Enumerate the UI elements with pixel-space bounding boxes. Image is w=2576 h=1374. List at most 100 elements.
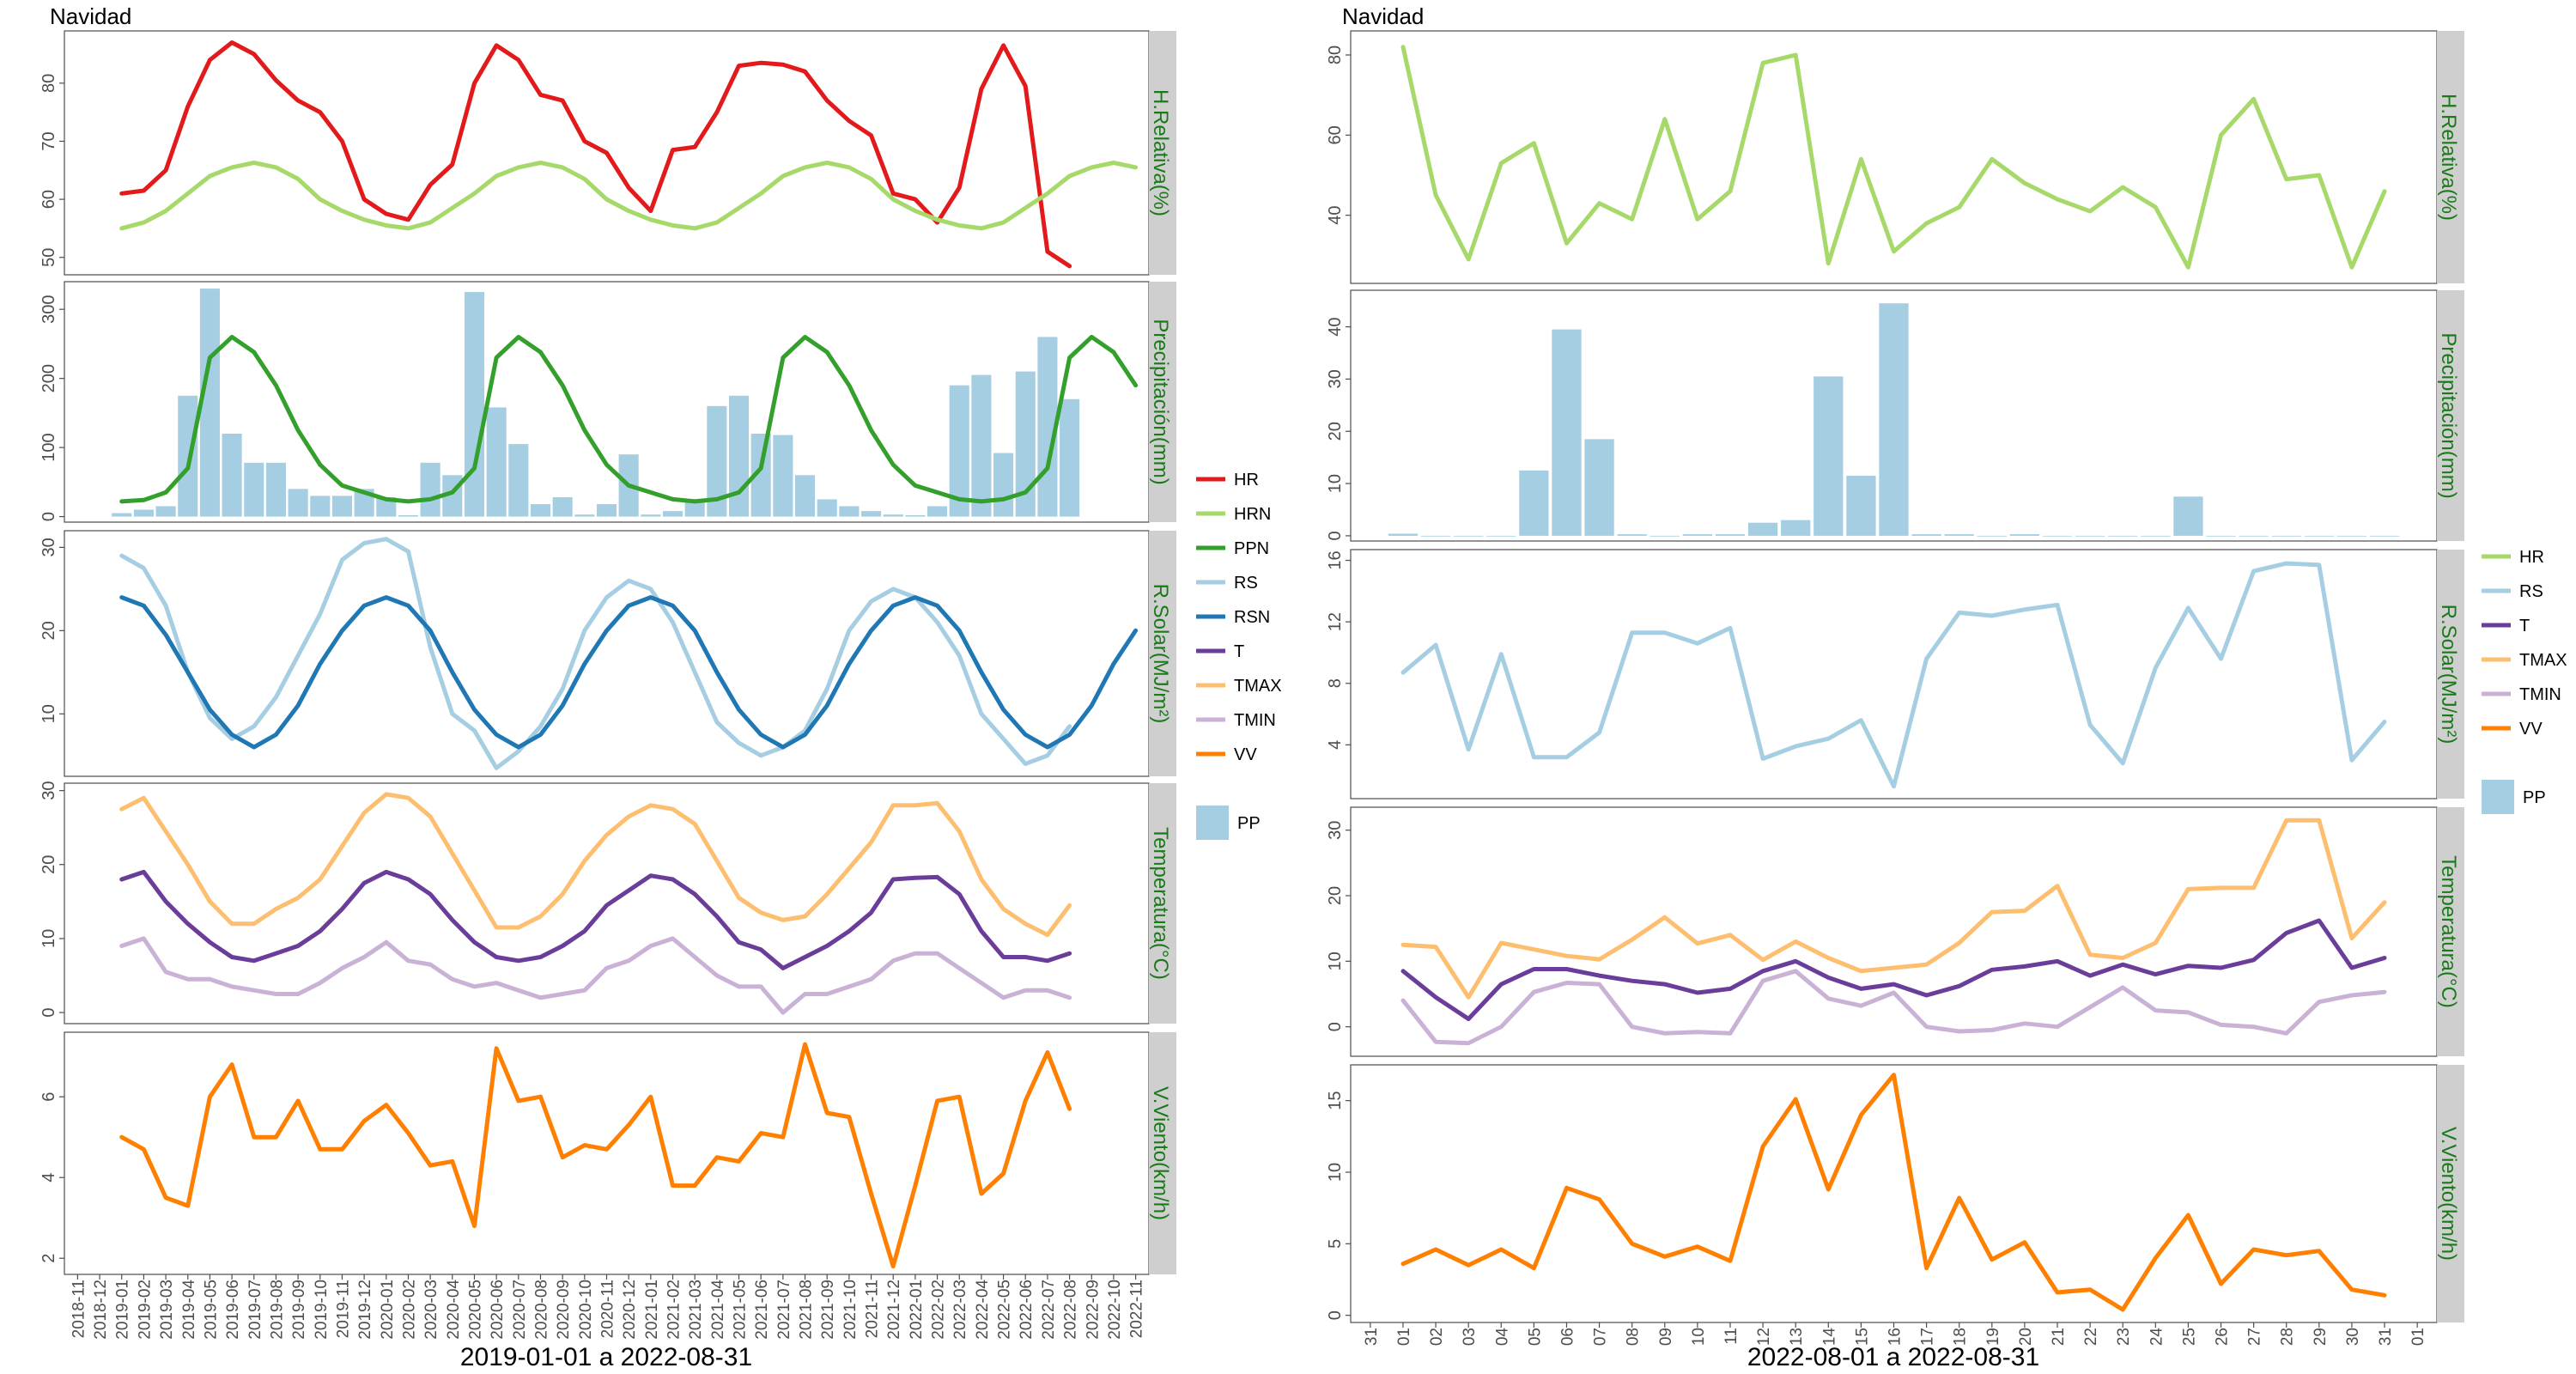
bar-PP xyxy=(641,514,661,517)
bar-PP xyxy=(133,509,154,517)
panel-1: 50 60 70 80 H.Relativa(%) xyxy=(39,30,1176,276)
bar-PP xyxy=(2271,535,2301,537)
bar-PP xyxy=(839,506,860,517)
x-tick-label: 2021-01 xyxy=(643,1280,661,1340)
bar-PP xyxy=(684,499,705,517)
bar-PP xyxy=(552,497,573,517)
bar-PP xyxy=(662,511,683,517)
bar-PP xyxy=(2336,535,2367,537)
panel-strip xyxy=(1149,783,1176,1024)
bar-PP xyxy=(265,462,286,517)
x-tick-label: 2020-05 xyxy=(466,1280,484,1340)
x-tick-label: 2022-01 xyxy=(908,1280,926,1340)
x-tick-label: 10 xyxy=(1690,1328,1708,1346)
panel-2: 0 100 200 300 Precipitación(mm) xyxy=(39,281,1176,523)
bar-PP xyxy=(222,434,242,517)
x-tick-label: 2021-05 xyxy=(732,1280,750,1340)
x-tick-label: 19 xyxy=(1984,1328,2002,1346)
bar-PP xyxy=(1649,535,1680,537)
bar-PP xyxy=(1814,376,1844,536)
x-tick-label: 2022-06 xyxy=(1018,1280,1036,1340)
x-tick-label: 17 xyxy=(1919,1328,1937,1346)
y-tick-label: 10 xyxy=(1326,1163,1345,1182)
x-tick-label: 2019-12 xyxy=(356,1280,374,1340)
bar-PP xyxy=(574,514,595,517)
legend-label-PP: PP xyxy=(1237,814,1261,833)
bar-PP xyxy=(2369,535,2400,537)
panel-strip-label: Precipitación(mm) xyxy=(2437,332,2460,498)
bar-PP xyxy=(1944,534,1974,536)
x-tick-label: 04 xyxy=(1493,1328,1511,1347)
panel-3: 4 8 12 16 R.Solar(MJ/m²) xyxy=(1326,549,2464,799)
x-axis-label: 2019-01-01 a 2022-08-31 xyxy=(460,1343,752,1371)
x-tick-label: 2019-05 xyxy=(202,1280,220,1340)
x-axis-label: 2022-08-01 a 2022-08-31 xyxy=(1747,1343,2039,1371)
legend-label-TMAX: TMAX xyxy=(2519,651,2567,670)
y-tick-label: 10 xyxy=(39,704,58,723)
series-line-T xyxy=(119,869,1072,970)
bar-PP xyxy=(508,444,529,517)
y-tick-label: 20 xyxy=(39,855,58,874)
bar-PP xyxy=(860,511,882,517)
series-line-RS xyxy=(1400,561,2387,789)
bar-PP xyxy=(949,385,969,517)
x-tick-label: 2020-01 xyxy=(379,1280,397,1340)
x-tick-label: 2019-08 xyxy=(268,1280,286,1340)
legend-label-HRN: HRN xyxy=(1234,505,1271,524)
bar-PP xyxy=(310,495,331,517)
panel-strip xyxy=(2437,807,2464,1056)
series-line-PPN xyxy=(119,334,1139,504)
bar-PP xyxy=(1682,534,1713,536)
x-tick-label: 2020-11 xyxy=(599,1280,617,1338)
y-tick-label: 80 xyxy=(39,74,58,93)
bar-PP xyxy=(1552,329,1582,536)
legend-label-PPN: PPN xyxy=(1234,539,1269,558)
legend-label-PP: PP xyxy=(2523,788,2546,807)
chart-title: Navidad xyxy=(50,3,131,29)
y-tick-label: 40 xyxy=(1326,317,1345,336)
bar-PP xyxy=(2173,496,2203,536)
legend-label-T: T xyxy=(2519,617,2530,635)
bar-PP xyxy=(112,513,132,517)
x-tick-label: 2022-03 xyxy=(951,1280,969,1340)
bar-PP xyxy=(2042,535,2073,537)
x-tick-label: 2019-10 xyxy=(313,1280,331,1340)
y-tick-label: 300 xyxy=(39,295,58,323)
legend-label-RSN: RSN xyxy=(1234,608,1270,627)
y-tick-label: 4 xyxy=(39,1173,58,1182)
x-tick-label: 09 xyxy=(1657,1328,1675,1346)
y-tick-label: 80 xyxy=(1326,46,1345,64)
x-tick-label: 25 xyxy=(2180,1328,2198,1346)
series-line-TMAX xyxy=(1400,818,2387,1000)
bar-PP xyxy=(2239,535,2269,537)
x-tick-label: 2020-02 xyxy=(400,1280,418,1340)
chart-left: Navidad50607080H.Relativa(%)0100200300Pr… xyxy=(39,3,1282,1371)
bar-PP xyxy=(794,475,816,517)
x-tick-label: 2022-04 xyxy=(974,1280,992,1340)
x-tick-label: 24 xyxy=(2148,1328,2166,1347)
y-tick-label: 20 xyxy=(1326,886,1345,905)
panel-strip-label: R.Solar(MJ/m²) xyxy=(1149,584,1172,724)
panel-strip xyxy=(1149,531,1176,776)
y-tick-label: 20 xyxy=(1326,422,1345,441)
panel-strip-label: H.Relativa(%) xyxy=(2437,94,2460,221)
x-tick-label: 2021-10 xyxy=(841,1280,860,1340)
bar-PP xyxy=(420,462,440,517)
panel-strip-label: V.Viento(km/h) xyxy=(2437,1127,2460,1261)
panel-border xyxy=(1350,806,2438,1057)
y-tick-label: 6 xyxy=(39,1092,58,1102)
panel-5: 0 5 10 15 V.Viento(km/h) xyxy=(1326,1064,2464,1323)
x-tick-label: 2020-07 xyxy=(511,1280,529,1340)
bar-PP xyxy=(750,434,771,517)
x-tick-label: 2022-02 xyxy=(930,1280,948,1340)
series-line-RSN xyxy=(119,595,1139,750)
bar-PP xyxy=(1015,371,1036,517)
y-tick-label: 10 xyxy=(1326,951,1345,970)
x-tick-label: 31 xyxy=(2377,1328,2395,1346)
bar-PP xyxy=(905,514,926,517)
x-tick-label: 15 xyxy=(1853,1328,1871,1346)
y-tick-label: 70 xyxy=(39,131,58,150)
x-tick-label: 2021-06 xyxy=(753,1280,771,1340)
bar-PP xyxy=(2108,535,2138,537)
